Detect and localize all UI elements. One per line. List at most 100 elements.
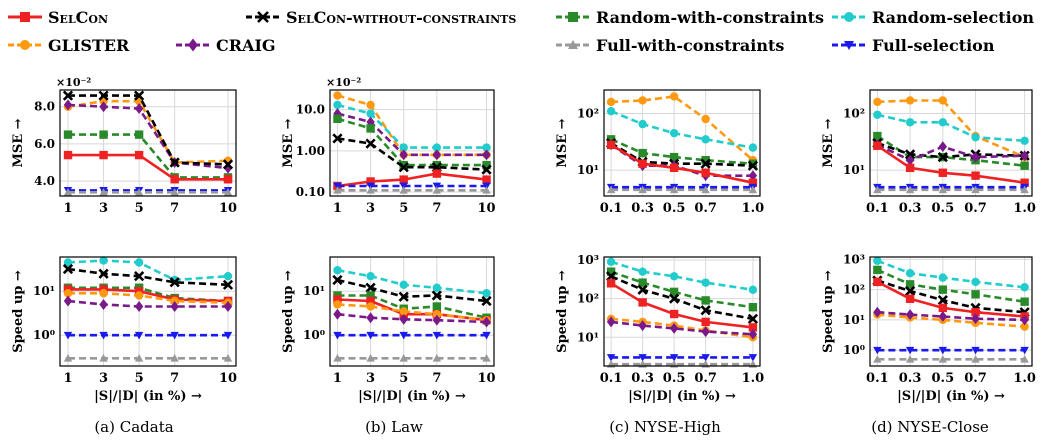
data-point-random-selection — [399, 143, 408, 152]
data-point-full-with-constraints — [971, 185, 980, 194]
data-point-craig — [1020, 150, 1029, 162]
legend-marker — [568, 12, 578, 22]
data-point-random-selection — [638, 267, 647, 276]
data-point-selcon-without-constraints — [365, 138, 376, 149]
legend-swatch-random-wc-icon — [556, 12, 590, 22]
legend-label: Full-selection — [872, 35, 995, 55]
data-point-craig — [971, 313, 980, 325]
legend-label: Random-selection — [872, 7, 1035, 27]
data-point-full-selection — [971, 346, 980, 355]
data-point-craig — [134, 301, 144, 312]
data-point-random-with-constraints — [399, 160, 408, 170]
data-point-random-selection — [432, 143, 442, 152]
y-exponent-label: ×10⁻² — [56, 76, 91, 89]
x-tick-label: 0.1 — [600, 371, 623, 386]
data-point-full-selection — [399, 331, 408, 340]
data-point-selcon-without-constraints — [98, 268, 109, 279]
data-point-random-with-constraints — [748, 159, 758, 168]
data-point-selcon-without-constraints — [332, 274, 343, 286]
data-point-random-with-constraints — [99, 130, 108, 139]
data-point-selcon — [905, 294, 915, 303]
data-point-full-with-constraints — [223, 354, 233, 362]
data-point-selcon — [701, 317, 710, 327]
data-point-craig — [223, 301, 233, 312]
x-tick-label: 7 — [170, 371, 179, 386]
data-point-full-with-constraints — [170, 354, 179, 362]
data-point-selcon-without-constraints — [700, 305, 711, 316]
series-line-selcon — [337, 172, 487, 188]
caption-nyse-high: (c) NYSE-High — [609, 418, 721, 436]
x-tick-label: 1.0 — [742, 371, 765, 386]
x-tick-label: 5 — [135, 201, 144, 216]
legend-item-selcon-without-constraints: SelCon-without-constraints — [246, 6, 516, 28]
data-point-selcon-without-constraints — [332, 133, 343, 144]
y-tick-label: 1.00 — [296, 144, 325, 158]
data-point-selcon — [873, 277, 882, 287]
chart-mse-nyse-close: 0.1 0.3 0.5 0.7 1.0 10¹ 10² MSE → — [821, 89, 1036, 216]
plot-frame — [329, 89, 495, 197]
data-point-full-selection — [63, 331, 73, 340]
data-point-full-with-constraints — [63, 354, 73, 362]
data-point-random-with-constraints — [905, 280, 915, 289]
x-tick-label: 5 — [135, 371, 144, 386]
data-point-glister — [669, 92, 679, 101]
legend-item-glister: GLISTER — [8, 34, 129, 56]
data-point-random-selection — [905, 118, 915, 127]
data-point-full-selection — [170, 331, 179, 340]
plot-frame — [869, 256, 1033, 367]
x-tick-label: 1.0 — [1013, 201, 1036, 216]
data-point-random-with-constraints — [638, 148, 647, 158]
data-point-selcon — [638, 159, 647, 168]
data-point-craig — [1020, 314, 1029, 326]
data-point-random-selection — [873, 256, 882, 265]
data-point-random-selection — [432, 283, 442, 292]
data-point-selcon — [748, 178, 758, 187]
y-tick-label: 10¹ — [577, 163, 599, 177]
data-point-random-selection — [63, 258, 73, 267]
legend-item-full-with-constraints: Full-with-constraints — [556, 34, 784, 56]
chart-speedup-cadata: 1 3 5 7 10 10⁰ 10¹ Speed up → |S|/|D| (in %) → — [11, 256, 237, 404]
series-line-craig — [610, 320, 753, 336]
data-point-full-selection — [366, 331, 375, 340]
x-tick-label: 3 — [366, 371, 375, 386]
y-tick-label: 10³ — [577, 253, 599, 267]
series-line-random-selection — [610, 260, 754, 292]
x-tick-label: 0.5 — [932, 371, 955, 386]
data-point-selcon — [223, 175, 233, 184]
y-axis-label: MSE → — [555, 118, 570, 167]
data-point-random-selection — [1020, 136, 1029, 145]
data-point-glister — [333, 300, 342, 309]
data-point-craig — [432, 314, 442, 326]
data-point-random-with-constraints — [606, 267, 616, 276]
x-tick-label: 1.0 — [1013, 371, 1036, 386]
data-point-full-with-constraints — [971, 355, 980, 363]
data-point-selcon-without-constraints — [700, 158, 711, 169]
data-point-craig — [482, 149, 491, 161]
data-point-selcon-without-constraints — [747, 160, 759, 171]
data-point-random-with-constraints — [432, 302, 442, 311]
data-point-glister — [905, 96, 915, 105]
data-point-full-selection — [223, 331, 233, 340]
data-point-glister — [399, 307, 408, 316]
data-point-selcon-without-constraints — [169, 277, 180, 288]
data-point-full-with-constraints — [432, 186, 442, 194]
data-point-full-with-constraints — [134, 354, 144, 362]
data-point-full-with-constraints — [873, 355, 882, 363]
data-point-random-selection — [606, 257, 616, 267]
data-point-random-selection — [366, 271, 375, 281]
data-point-selcon-without-constraints — [605, 271, 617, 282]
data-point-random-selection — [366, 109, 375, 118]
data-point-random-selection — [938, 273, 948, 282]
data-point-random-selection — [333, 100, 342, 110]
legend-item-craig: CRAIG — [176, 34, 276, 56]
data-point-full-selection — [482, 331, 491, 340]
legend-marker — [188, 38, 198, 52]
plot-frame — [603, 256, 761, 367]
data-point-random-with-constraints — [971, 290, 980, 299]
data-point-craig — [399, 149, 408, 161]
data-point-full-with-constraints — [366, 186, 375, 194]
y-tick-label: 10² — [577, 107, 599, 121]
y-tick-label: 10.0 — [296, 103, 325, 117]
data-point-selcon — [399, 175, 408, 184]
x-axis-label: |S|/|D| (in %) → — [628, 389, 736, 404]
